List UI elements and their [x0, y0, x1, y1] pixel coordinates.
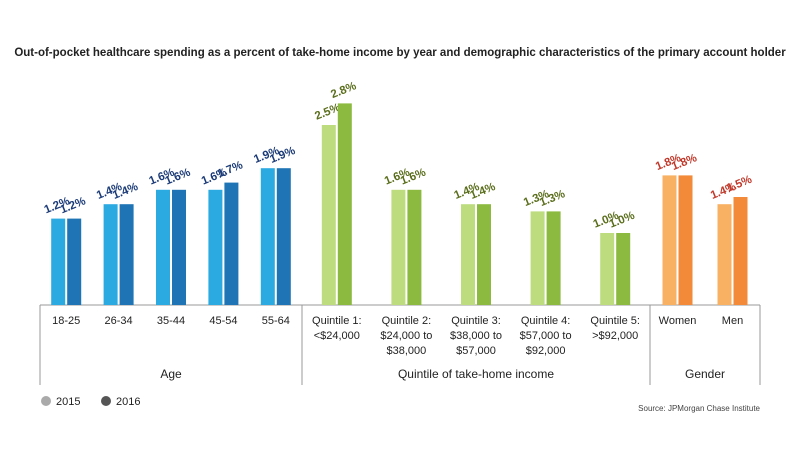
bar	[103, 204, 118, 305]
x-tick-label: $57,000	[456, 345, 496, 357]
x-tick-label: Quintile 1:	[312, 315, 362, 327]
bar	[321, 125, 336, 305]
value-label: 1.7%	[216, 159, 245, 180]
x-tick-label: 26-34	[105, 315, 133, 327]
chart-title: Out-of-pocket healthcare spending as a p…	[14, 47, 786, 59]
bar	[51, 218, 66, 305]
x-tick-label: Quintile 2:	[382, 315, 432, 327]
x-tick-label: Women	[659, 315, 697, 327]
x-tick-label: 55-64	[262, 315, 290, 327]
bar	[530, 211, 545, 305]
x-tick-label: $24,000 to	[380, 330, 432, 342]
x-tick-label: 45-54	[209, 315, 237, 327]
bar	[337, 103, 352, 306]
bar	[156, 189, 170, 305]
bar	[717, 204, 732, 305]
bar	[260, 168, 275, 305]
x-tick-label: 18-25	[52, 315, 80, 327]
x-tick-label: $38,000 to	[450, 330, 502, 342]
x-tick-label: Men	[722, 315, 743, 327]
bar	[224, 182, 239, 305]
bar	[391, 189, 406, 305]
legend-marker	[101, 396, 111, 406]
bar	[616, 233, 631, 305]
group-label: Quintile of take-home income	[398, 367, 554, 381]
x-tick-label: <$24,000	[314, 330, 360, 342]
bar	[119, 204, 134, 305]
x-tick-label: $57,000 to	[520, 330, 572, 342]
bar	[678, 175, 693, 305]
bar	[461, 204, 475, 305]
x-tick-label: Quintile 3:	[451, 315, 501, 327]
bar	[208, 189, 223, 305]
source: Source: JPMorgan Chase Institute	[638, 404, 760, 413]
value-label: 2.8%	[329, 80, 358, 101]
bar	[67, 218, 82, 305]
legend-marker	[41, 396, 51, 406]
bar	[407, 189, 422, 305]
x-tick-label: $92,000	[526, 345, 566, 357]
legend-label: 2015	[56, 396, 80, 408]
x-tick-label: Quintile 4:	[521, 315, 571, 327]
bar	[662, 175, 677, 305]
x-tick-label: $38,000	[387, 345, 427, 357]
x-tick-label: >$92,000	[592, 330, 638, 342]
bar	[172, 189, 186, 305]
bar	[546, 211, 561, 305]
bar	[477, 204, 491, 305]
legend-label: 2016	[116, 396, 140, 408]
group-label: Gender	[685, 367, 725, 381]
x-tick-label: Quintile 5:	[590, 315, 640, 327]
bar	[733, 197, 748, 305]
bar	[276, 168, 291, 305]
value-label: 2.5%	[313, 102, 342, 123]
group-label: Age	[160, 367, 182, 381]
value-label: 1.5%	[725, 174, 754, 195]
bar	[600, 233, 615, 305]
x-tick-label: 35-44	[157, 315, 185, 327]
